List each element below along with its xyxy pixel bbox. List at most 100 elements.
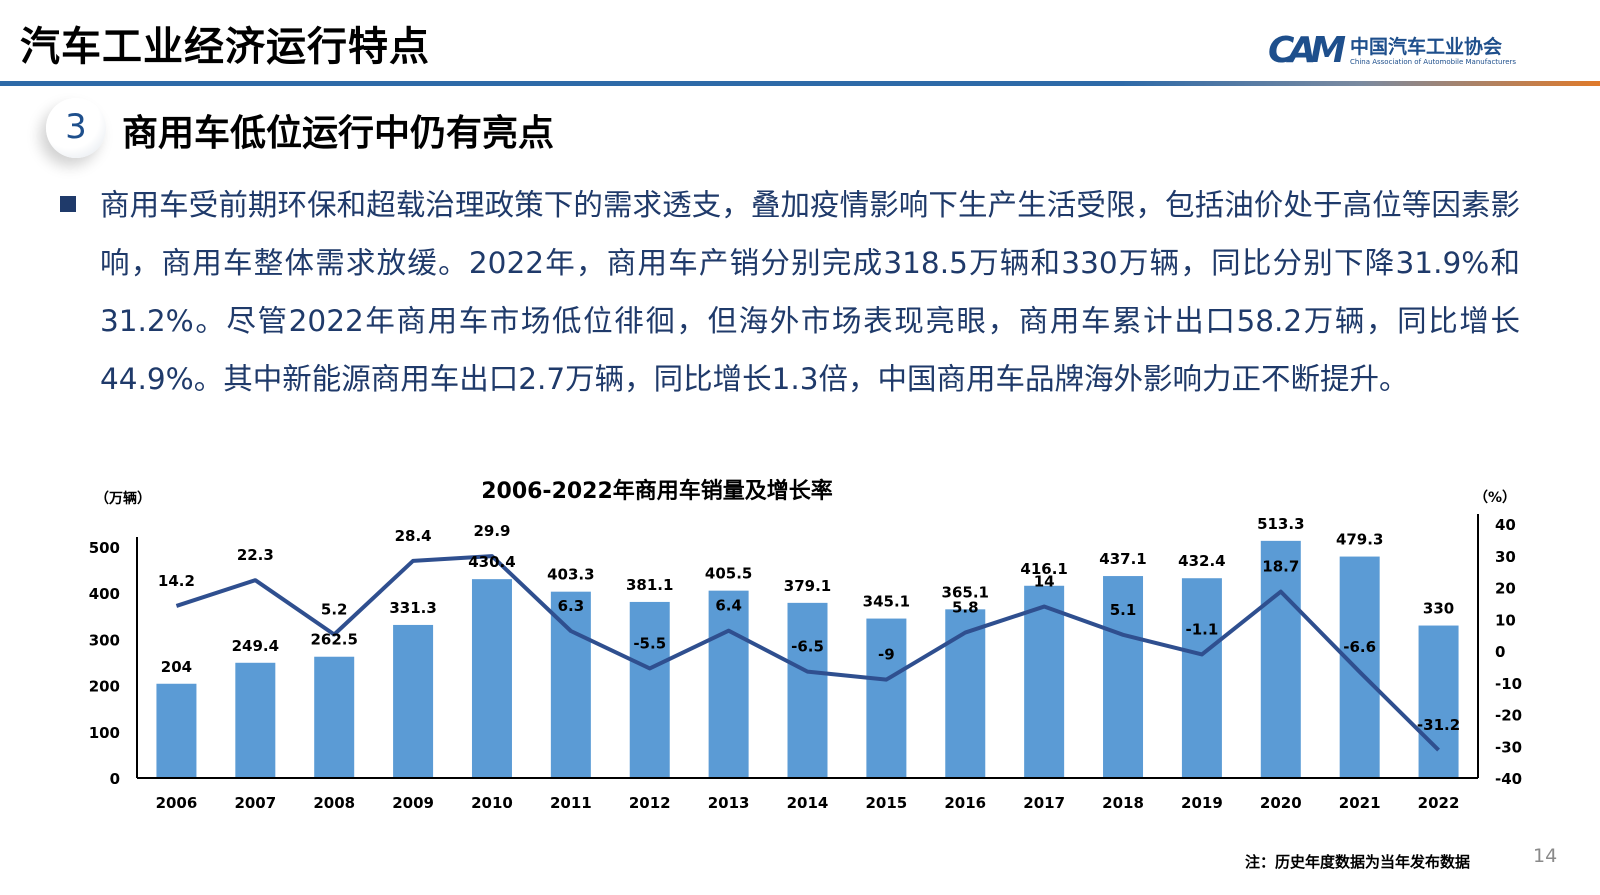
growth-rate-label: -1.1 bbox=[1186, 620, 1219, 638]
bar-2017 bbox=[1024, 585, 1065, 778]
growth-rate-label: -6.5 bbox=[791, 638, 824, 656]
growth-rate-label: -6.6 bbox=[1343, 638, 1376, 656]
bar-2021 bbox=[1339, 556, 1380, 778]
left-tick-label: 300 bbox=[89, 631, 120, 649]
x-tick-label: 2015 bbox=[866, 794, 908, 812]
growth-rate-label: 6.4 bbox=[715, 597, 742, 615]
growth-rate-label: 18.7 bbox=[1262, 558, 1299, 576]
cam-logo: CAM 中国汽车工业协会 China Association of Automo… bbox=[1268, 30, 1538, 71]
bar-value-label: 204 bbox=[161, 658, 192, 676]
bar-value-label: 416.1 bbox=[1020, 560, 1067, 578]
left-tick-label: 500 bbox=[89, 539, 120, 557]
right-tick-label: 0 bbox=[1495, 643, 1505, 661]
bar-value-label: 430.4 bbox=[468, 553, 515, 571]
x-tick-label: 2014 bbox=[787, 794, 829, 812]
bar-2008 bbox=[314, 656, 355, 778]
bar-2006 bbox=[156, 683, 197, 778]
bar-2007 bbox=[235, 662, 276, 778]
bar-2022 bbox=[1418, 625, 1459, 778]
x-tick-label: 2012 bbox=[629, 794, 671, 812]
bar-value-label: 330 bbox=[1423, 600, 1454, 618]
right-tick-label: 20 bbox=[1495, 580, 1516, 598]
left-tick-label: 200 bbox=[89, 678, 120, 696]
bar-value-label: 262.5 bbox=[310, 631, 357, 649]
bullet-square-icon bbox=[60, 196, 76, 212]
growth-rate-label: -31.2 bbox=[1417, 716, 1460, 734]
growth-rate-line bbox=[175, 554, 1440, 752]
footnote: 注：历史年度数据为当年发布数据 bbox=[1245, 853, 1471, 871]
right-axis-label: （%） bbox=[1474, 490, 1516, 506]
left-tick-label: 0 bbox=[110, 770, 120, 788]
x-tick-label: 2020 bbox=[1260, 794, 1302, 812]
sales-growth-chart: 2006-2022年商用车销量及增长率 （万辆） （%） 01002003004… bbox=[89, 478, 1522, 812]
logo-mark: CAM bbox=[1268, 30, 1346, 71]
right-tick-label: 40 bbox=[1495, 516, 1516, 534]
left-axis-label: （万辆） bbox=[95, 490, 151, 507]
bar-2009 bbox=[393, 624, 434, 778]
x-tick-label: 2022 bbox=[1418, 794, 1460, 812]
growth-rate-label: 5.1 bbox=[1110, 601, 1137, 619]
bar-2012 bbox=[629, 601, 670, 778]
growth-rate-label: 14 bbox=[1034, 573, 1055, 591]
x-tick-label: 2007 bbox=[234, 794, 276, 812]
bar-value-label: 437.1 bbox=[1099, 550, 1146, 568]
chart-title: 2006-2022年商用车销量及增长率 bbox=[481, 478, 833, 504]
x-tick-label: 2008 bbox=[313, 794, 355, 812]
growth-rate-label: 22.3 bbox=[237, 546, 274, 564]
right-tick-label: 10 bbox=[1495, 611, 1516, 629]
logo-name-en: China Association of Automobile Manufact… bbox=[1350, 58, 1517, 66]
bar-2018 bbox=[1103, 576, 1144, 778]
x-tick-label: 2017 bbox=[1023, 794, 1065, 812]
bar-2016 bbox=[945, 609, 986, 778]
bar-2013 bbox=[708, 590, 749, 778]
x-tick-label: 2010 bbox=[471, 794, 513, 812]
growth-rate-label: 28.4 bbox=[395, 527, 432, 545]
x-tick-label: 2021 bbox=[1339, 794, 1381, 812]
page-number: 14 bbox=[1533, 845, 1558, 867]
section-title: 商用车低位运行中仍有亮点 bbox=[122, 113, 555, 154]
logo-name-cn: 中国汽车工业协会 bbox=[1350, 36, 1503, 58]
growth-rate-label: 5.2 bbox=[321, 600, 348, 618]
bar-value-label: 513.3 bbox=[1257, 515, 1304, 533]
bar-value-label: 381.1 bbox=[626, 576, 673, 594]
header-divider bbox=[0, 81, 1600, 86]
right-tick-label: -40 bbox=[1495, 770, 1522, 788]
growth-rate-label: 6.3 bbox=[558, 597, 585, 615]
bar-2019 bbox=[1181, 578, 1222, 778]
x-tick-label: 2013 bbox=[708, 794, 750, 812]
x-tick-label: 2009 bbox=[392, 794, 434, 812]
x-tick-label: 2018 bbox=[1102, 794, 1144, 812]
bar-value-label: 379.1 bbox=[784, 577, 831, 595]
left-tick-label: 400 bbox=[89, 585, 120, 603]
growth-rate-label: 14.2 bbox=[158, 572, 195, 590]
bar-value-label: 331.3 bbox=[389, 599, 436, 617]
right-tick-label: -20 bbox=[1495, 707, 1522, 725]
growth-rate-label: 29.9 bbox=[473, 522, 510, 540]
bar-value-label: 249.4 bbox=[232, 637, 279, 655]
bar-2014 bbox=[787, 602, 828, 778]
left-tick-label: 100 bbox=[89, 724, 120, 742]
bar-2020 bbox=[1260, 540, 1301, 778]
right-tick-label: -30 bbox=[1495, 738, 1522, 756]
right-tick-label: 30 bbox=[1495, 548, 1516, 566]
bar-value-label: 365.1 bbox=[942, 583, 989, 601]
bar-2011 bbox=[550, 591, 591, 778]
x-tick-label: 2006 bbox=[156, 794, 198, 812]
bar-value-label: 345.1 bbox=[863, 593, 910, 611]
bar-2010 bbox=[471, 579, 512, 778]
section-number-badge: 3 bbox=[46, 98, 106, 158]
bar-value-label: 403.3 bbox=[547, 566, 594, 584]
slide-title: 汽车工业经济运行特点 bbox=[20, 24, 430, 70]
bar-value-label: 479.3 bbox=[1336, 531, 1383, 549]
right-tick-label: -10 bbox=[1495, 675, 1522, 693]
x-tick-label: 2019 bbox=[1181, 794, 1223, 812]
growth-rate-label: 5.8 bbox=[952, 599, 979, 617]
growth-rate-label: -5.5 bbox=[633, 634, 666, 652]
bar-value-label: 405.5 bbox=[705, 565, 752, 583]
growth-rate-label: -9 bbox=[878, 646, 895, 664]
x-tick-label: 2011 bbox=[550, 794, 592, 812]
bar-2015 bbox=[866, 618, 907, 778]
x-tick-label: 2016 bbox=[944, 794, 986, 812]
bar-value-label: 432.4 bbox=[1178, 552, 1225, 570]
body-paragraph: 商用车受前期环保和超载治理政策下的需求透支，叠加疫情影响下生产生活受限，包括油价… bbox=[100, 188, 1520, 396]
